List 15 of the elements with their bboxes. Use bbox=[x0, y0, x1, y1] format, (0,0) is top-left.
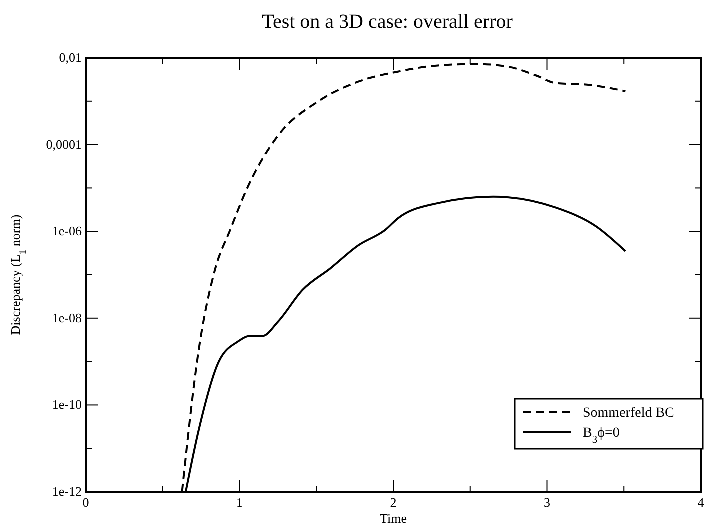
y-tick-label: 1e-12 bbox=[52, 484, 82, 499]
legend-label: Sommerfeld BC bbox=[583, 406, 674, 421]
legend-label: B$_{3}$ϕ=0 bbox=[583, 426, 620, 446]
x-tick-label: 3 bbox=[544, 495, 550, 510]
x-tick-label: 0 bbox=[82, 495, 90, 510]
chart-title: Test on a 3D case: overall error bbox=[262, 11, 514, 33]
x-axis-title: Time bbox=[380, 511, 408, 526]
y-tick-label: 1e-06 bbox=[52, 224, 82, 239]
x-tick-label: 2 bbox=[390, 495, 397, 510]
y-tick-label: 0,01 bbox=[59, 50, 82, 65]
y-tick-label: 1e-10 bbox=[52, 397, 82, 412]
x-tick-label: 1 bbox=[236, 495, 243, 510]
y-tick-label: 0,0001 bbox=[46, 136, 82, 152]
y-tick-label: 1e-08 bbox=[52, 310, 82, 326]
x-tick-label: 4 bbox=[698, 495, 705, 510]
